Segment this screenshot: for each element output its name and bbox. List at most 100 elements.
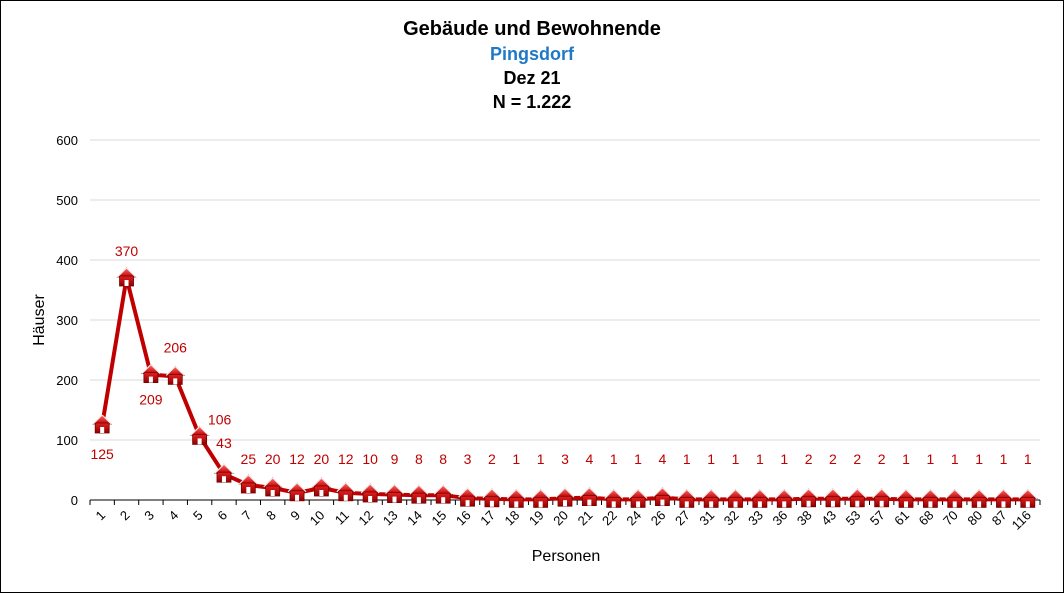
data-label: 1 — [537, 451, 545, 467]
house-marker — [214, 463, 234, 483]
house-marker — [287, 482, 308, 502]
title-block: Gebäude und Bewohnende Pingsdorf Dez 21 … — [0, 16, 1064, 114]
data-label: 20 — [265, 451, 281, 467]
data-label: 106 — [208, 411, 232, 427]
y-tick-label: 300 — [56, 313, 78, 328]
chart-title: Gebäude und Bewohnende — [403, 18, 661, 40]
data-label: 125 — [90, 446, 114, 462]
x-tick-label: 38 — [794, 508, 815, 529]
data-label: 8 — [415, 451, 423, 467]
x-tick-label: 53 — [843, 508, 864, 529]
house-marker — [92, 414, 113, 434]
x-tick-label: 14 — [404, 508, 425, 529]
x-tick-label: 10 — [307, 508, 328, 529]
data-label: 1 — [707, 451, 715, 467]
x-tick-label: 22 — [599, 508, 620, 529]
x-tick-label: 16 — [453, 508, 474, 529]
data-label: 3 — [561, 451, 569, 467]
house-marker — [969, 488, 990, 508]
y-tick-label: 200 — [56, 373, 78, 388]
data-label: 1 — [902, 451, 910, 467]
data-label: 12 — [338, 451, 354, 467]
data-label: 8 — [439, 451, 447, 467]
x-tick-label: 8 — [263, 508, 279, 524]
house-marker — [798, 488, 819, 508]
y-tick-label: 100 — [56, 433, 78, 448]
house-marker — [896, 488, 916, 508]
x-tick-label: 2 — [117, 508, 133, 524]
data-label: 1 — [1000, 451, 1008, 467]
house-marker — [555, 487, 575, 507]
house-marker — [652, 487, 673, 507]
house-marker — [822, 488, 843, 508]
chart-n-label: N = 1.222 — [492, 92, 572, 112]
x-tick-label: 36 — [770, 508, 791, 529]
data-label: 4 — [659, 451, 667, 467]
y-tick-label: 500 — [56, 193, 78, 208]
data-label: 25 — [241, 451, 257, 467]
x-tick-label: 24 — [623, 508, 644, 529]
data-label: 1 — [975, 451, 983, 467]
chart-subtitle: Pingsdorf — [490, 44, 574, 64]
chart-date-label: Dez 21 — [503, 68, 561, 88]
y-axis-ticks: 0 100 200 300 400 500 600 — [56, 133, 78, 508]
x-tick-label: 18 — [502, 508, 523, 529]
house-marker — [116, 267, 137, 287]
x-tick-label: 19 — [526, 508, 547, 529]
data-label: 9 — [391, 451, 399, 467]
data-label: 20 — [314, 451, 330, 467]
x-tick-label: 68 — [916, 508, 937, 529]
x-axis-ticks: 1 2 3 4 5 6 7 8 9 10 11 12 13 14 15 16 17 18 19 20 21 22 24 26 2… — [93, 508, 1034, 533]
house-marker — [335, 482, 356, 502]
x-tick-label: 15 — [428, 508, 449, 529]
gridlines — [90, 139, 1040, 441]
x-tick-label: 61 — [891, 508, 912, 529]
x-tick-label: 87 — [989, 508, 1010, 529]
data-label: 2 — [853, 451, 861, 467]
house-marker — [725, 488, 746, 508]
house-marker — [628, 488, 649, 508]
x-tick-label: 70 — [940, 508, 961, 529]
y-tick-label: 600 — [56, 133, 78, 148]
house-marker — [701, 488, 722, 508]
data-label: 1 — [634, 451, 642, 467]
data-label: 209 — [139, 392, 163, 408]
x-tick-label: 11 — [332, 508, 352, 528]
house-marker — [676, 488, 697, 508]
x-tick-label: 116 — [1009, 508, 1034, 533]
house-marker — [457, 487, 478, 507]
house-marker — [993, 488, 1014, 508]
data-label: 2 — [805, 451, 813, 467]
data-label: 3 — [464, 451, 472, 467]
x-tick-label: 31 — [696, 508, 717, 529]
house-marker — [311, 477, 332, 497]
x-tick-label: 9 — [287, 508, 303, 524]
x-tick-label: 1 — [93, 508, 109, 524]
x-tick-label: 7 — [239, 508, 255, 524]
data-label: 1 — [756, 451, 764, 467]
x-tick-label: 80 — [964, 508, 985, 529]
house-marker — [481, 488, 502, 508]
data-label: 12 — [289, 451, 305, 467]
data-label: 1 — [683, 451, 691, 467]
house-marker — [944, 488, 965, 508]
house-marker — [774, 488, 795, 508]
house-marker — [262, 477, 283, 497]
x-tick-label: 33 — [745, 508, 766, 529]
house-marker — [506, 488, 527, 508]
data-label: 206 — [164, 339, 188, 355]
data-label: 1 — [951, 451, 959, 467]
x-tick-label: 4 — [166, 508, 182, 524]
x-tick-label: 57 — [867, 508, 888, 529]
x-tick-label: 3 — [141, 508, 157, 524]
x-tick-label: 21 — [575, 508, 596, 529]
house-marker — [238, 474, 259, 494]
x-tick-label: 5 — [190, 508, 206, 524]
x-tick-label: 32 — [721, 508, 742, 529]
house-marker — [871, 488, 892, 508]
data-label: 2 — [829, 451, 837, 467]
data-label: 1 — [732, 451, 740, 467]
x-tick-label: 27 — [672, 508, 693, 529]
data-label: 1 — [926, 451, 934, 467]
